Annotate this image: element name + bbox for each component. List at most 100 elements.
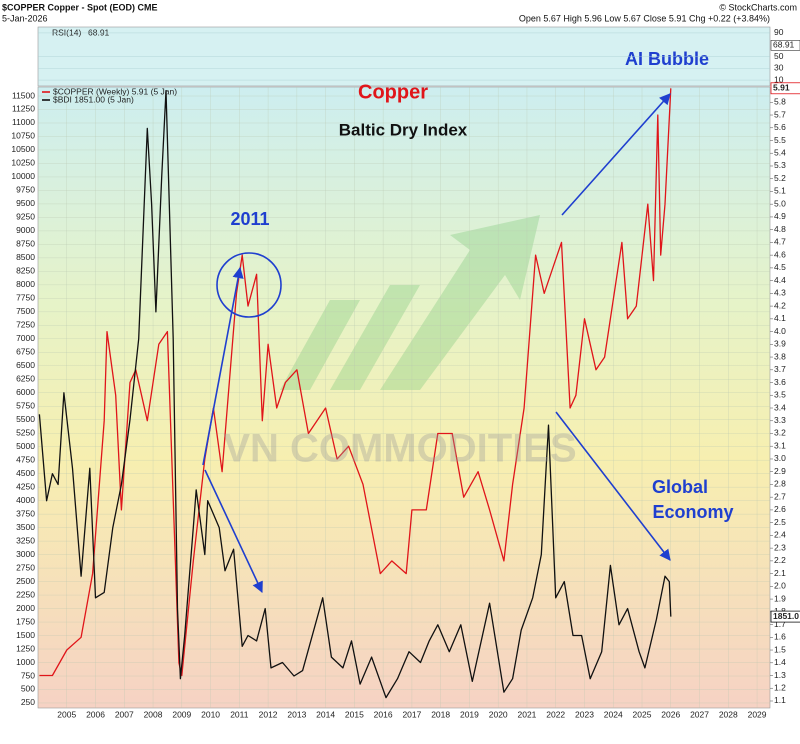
x-tick-label: 2018: [431, 709, 450, 719]
x-tick-label: 2024: [604, 709, 623, 719]
arrow: [555, 411, 671, 561]
y2-tick-label: 1.1: [774, 695, 786, 705]
x-tick-label: 2016: [374, 709, 393, 719]
y2-tick-label: 5.7: [774, 109, 786, 119]
y-tick-label: 2250: [16, 589, 35, 599]
arrow: [561, 93, 671, 216]
x-tick-label: 2014: [316, 709, 335, 719]
x-tick-label: 2007: [115, 709, 134, 719]
y-tick-label: 8250: [16, 266, 35, 276]
main-panel: [37, 86, 771, 709]
y-tick-label: 4250: [16, 481, 35, 491]
x-tick-label: 2009: [172, 709, 191, 719]
series-line: [38, 89, 672, 699]
y-tick-label: 250: [21, 697, 35, 707]
lines: [38, 88, 672, 699]
y-tick-label: 4750: [16, 454, 35, 464]
arrow: [204, 469, 263, 594]
y2-tick-label: 4.0: [774, 326, 786, 336]
series-line: [39, 88, 672, 677]
annotation: Copper: [358, 81, 428, 103]
rsi-value: 68.91: [88, 27, 110, 37]
highlight-circle: [216, 252, 282, 318]
y2-tick-label: 3.6: [774, 377, 786, 387]
source: © StockCharts.com: [719, 2, 797, 12]
x-tick-label: 2013: [287, 709, 306, 719]
y-tick-label: 1000: [16, 657, 35, 667]
y-tick-label: 10000: [11, 171, 35, 181]
arrow: [202, 266, 244, 466]
x-tick-label: 2011: [230, 709, 249, 719]
annotation: Global: [652, 477, 708, 497]
y-tick-label: 1250: [16, 643, 35, 653]
y2-tick-label: 2.5: [774, 517, 786, 527]
x-tick-label: 2017: [402, 709, 421, 719]
last-value-box: [770, 610, 800, 623]
y2-tick-label: 5.6: [774, 122, 786, 132]
y2-tick-label: 2.1: [774, 568, 786, 578]
y-tick-label: 7250: [16, 320, 35, 330]
y-tick-label: 3750: [16, 508, 35, 518]
annotation: AI Bubble: [625, 49, 709, 69]
rsi-tick-label: 10: [774, 74, 784, 84]
y-tick-label: 9750: [16, 185, 35, 195]
grid: [38, 87, 770, 708]
y2-tick-label: 4.9: [774, 211, 786, 221]
x-tick-label: 2005: [57, 709, 76, 719]
y-tick-label: 7750: [16, 293, 35, 303]
y-tick-label: 4000: [16, 495, 35, 505]
last-value-box: [770, 82, 800, 95]
y2-tick-label: 3.8: [774, 351, 786, 361]
annotation: 2011: [230, 209, 269, 229]
rsi-label: RSI(14): [52, 27, 81, 37]
y-tick-label: 4500: [16, 468, 35, 478]
watermark: VN COMMODITIES: [223, 427, 576, 471]
y-tick-label: 3000: [16, 549, 35, 559]
y2-tick-label: 2.9: [774, 466, 786, 476]
y2-tick-label: 4.5: [774, 262, 786, 272]
y-tick-label: 8500: [16, 252, 35, 262]
y2-tick-label: 2.2: [774, 555, 786, 565]
y2-tick-label: 4.6: [774, 249, 786, 259]
y2-tick-label: 1.6: [774, 632, 786, 642]
y-tick-label: 2750: [16, 562, 35, 572]
x-tick-label: 2026: [661, 709, 680, 719]
y2-tick-label: 3.5: [774, 390, 786, 400]
y2-tick-label: 5.2: [774, 173, 786, 183]
x-tick-label: 2023: [575, 709, 594, 719]
y2-tick-label: 5.1: [774, 186, 786, 196]
y-tick-label: 9500: [16, 198, 35, 208]
rsi-tick-label: 30: [774, 63, 784, 73]
y2-tick-label: 3.0: [774, 453, 786, 463]
y2-tick-label: 5.5: [774, 135, 786, 145]
chart-title: $COPPER Copper - Spot (EOD) CME: [2, 2, 158, 12]
y2-tick-label: 2.0: [774, 581, 786, 591]
x-tick-label: 2006: [86, 709, 105, 719]
y2-tick-label: 5.0: [774, 198, 786, 208]
y-tick-label: 6500: [16, 360, 35, 370]
y-tick-label: 1500: [16, 630, 35, 640]
y2-tick-label: 3.2: [774, 428, 786, 438]
y-tick-label: 5500: [16, 414, 35, 424]
y-tick-label: 10250: [11, 158, 35, 168]
chart-date: 5-Jan-2026: [2, 13, 48, 23]
x-tick-label: 2022: [546, 709, 565, 719]
y-tick-label: 9000: [16, 225, 35, 235]
header-stats: Open 5.67 High 5.96 Low 5.67 Close 5.91 …: [519, 13, 770, 23]
y-tick-label: 5000: [16, 441, 35, 451]
x-tick-label: 2012: [259, 709, 278, 719]
y-tick-label: 11250: [12, 104, 35, 114]
rsi-value-label: 68.91: [773, 40, 795, 50]
y2-tick-label: 4.4: [774, 275, 786, 285]
y2-tick-label: 2.7: [774, 491, 786, 501]
annotation-arrows: [202, 93, 671, 594]
x-tick-label: 2008: [144, 709, 163, 719]
x-tick-label: 2028: [719, 709, 738, 719]
y2-tick-label: 2.4: [774, 530, 786, 540]
x-tick-label: 2010: [201, 709, 220, 719]
rsi-value-box: [770, 40, 800, 51]
y-tick-label: 6000: [16, 387, 35, 397]
rsi-tick-label: 50: [774, 51, 784, 61]
legend-label: $COPPER (Weekly) 5.91 (5 Jan): [53, 86, 177, 96]
